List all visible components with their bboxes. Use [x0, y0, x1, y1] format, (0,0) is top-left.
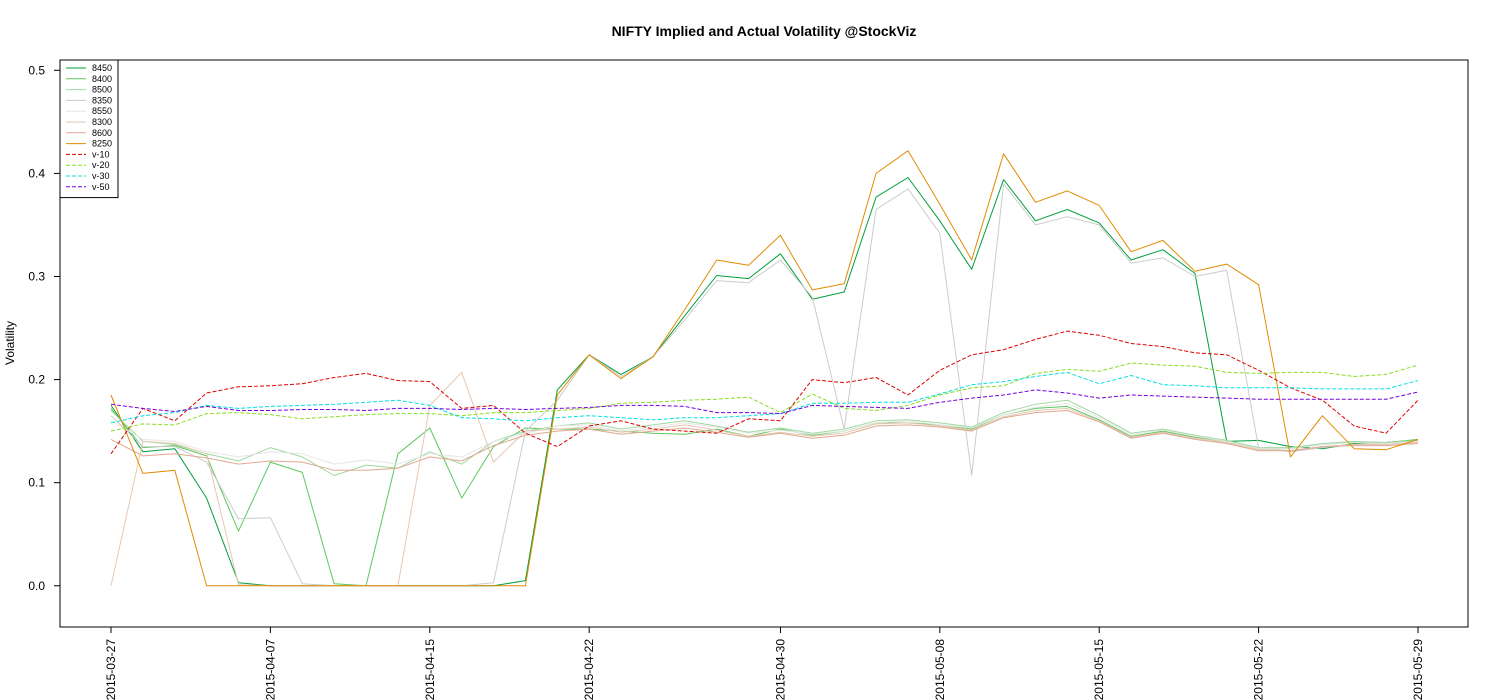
- chart-title: NIFTY Implied and Actual Volatility @Sto…: [612, 23, 917, 39]
- series-line-8600: [110, 410, 1419, 471]
- x-tick-label: 2015-05-22: [1252, 639, 1266, 700]
- legend-label: 8600: [92, 128, 112, 138]
- legend-label: 8550: [92, 106, 112, 116]
- legend-label: v-10: [92, 149, 110, 159]
- series-line-8350: [110, 183, 1419, 587]
- series-line-v-30: [110, 371, 1419, 424]
- y-tick-label: 0.0: [28, 579, 45, 593]
- y-tick-label: 0.1: [28, 476, 45, 490]
- x-tick-label: 2015-04-07: [263, 639, 277, 700]
- y-tick-label: 0.5: [28, 63, 45, 77]
- legend-label: v-20: [92, 160, 110, 170]
- legend-label: 8450: [92, 63, 112, 73]
- legend-label: 8350: [92, 95, 112, 105]
- series-line-v-50: [110, 389, 1419, 415]
- series-line-8500: [110, 399, 1419, 476]
- x-tick-label: 2015-04-15: [423, 639, 437, 700]
- x-tick-label: 2015-03-27: [104, 639, 118, 700]
- x-tick-label: 2015-04-22: [582, 639, 596, 700]
- y-tick-label: 0.3: [28, 269, 45, 283]
- plot-frame: [59, 59, 1469, 628]
- legend-label: v-30: [92, 171, 110, 181]
- series-line-8450: [110, 177, 1419, 587]
- series-line-8300: [110, 371, 1419, 587]
- series-line-8250: [110, 150, 1419, 587]
- series-line-v-10: [110, 330, 1419, 455]
- x-tick-label: 2015-05-29: [1411, 639, 1425, 700]
- series-line-8400: [110, 405, 1419, 587]
- legend-label: 8300: [92, 117, 112, 127]
- series-lines: [110, 150, 1419, 587]
- y-axis: 0.0 0.1 0.2 0.3 0.4 0.5: [28, 63, 60, 593]
- x-tick-label: 2015-04-30: [773, 639, 787, 700]
- x-axis: 2015-03-27 2015-04-07 2015-04-15 2015-04-22…: [104, 627, 1425, 700]
- legend-label: v-50: [92, 182, 110, 192]
- y-axis-label: Volatility: [3, 321, 17, 365]
- legend-box: [59, 59, 119, 199]
- y-tick-label: 0.4: [28, 166, 45, 180]
- x-tick-label: 2015-05-15: [1092, 639, 1106, 700]
- x-tick-label: 2015-05-08: [933, 639, 947, 700]
- legend: 84508400850083508550830086008250v-10v-20…: [59, 59, 119, 199]
- legend-label: 8250: [92, 139, 112, 149]
- series-line-v-20: [110, 362, 1419, 432]
- legend-label: 8400: [92, 74, 112, 84]
- series-line-8550: [110, 402, 1419, 465]
- y-tick-label: 0.2: [28, 373, 45, 387]
- legend-label: 8500: [92, 85, 112, 95]
